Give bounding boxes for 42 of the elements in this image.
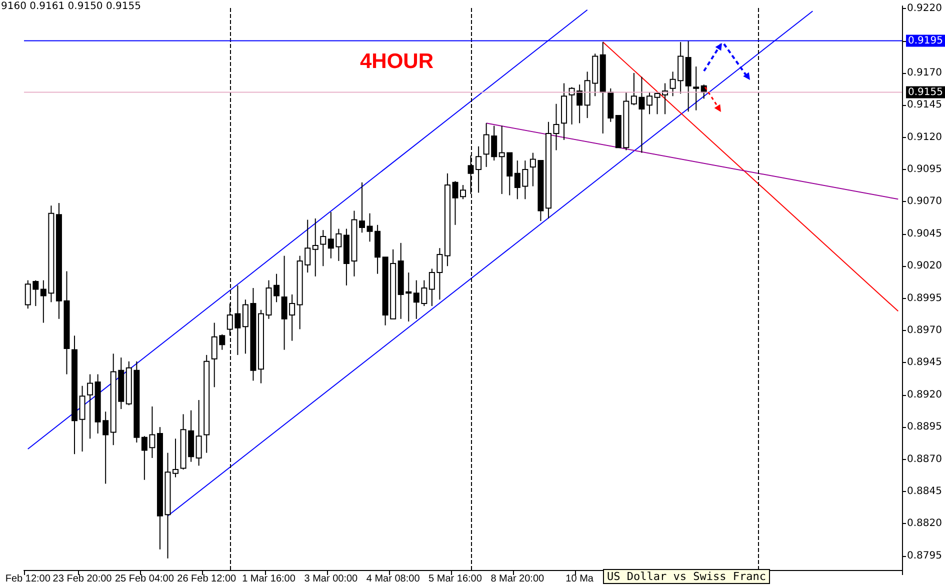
y-tick-label: 0.8845 bbox=[907, 486, 942, 497]
candlestick bbox=[87, 374, 94, 440]
candlestick bbox=[693, 66, 700, 111]
text: 4HOUR bbox=[360, 50, 434, 73]
y-tick-label: 0.8970 bbox=[907, 324, 942, 336]
x-tick-label: 4 Mar 08:00 bbox=[366, 574, 420, 584]
candlestick bbox=[358, 182, 365, 234]
candlestick bbox=[196, 400, 202, 466]
annotation: US Dollar vs Swiss Franc bbox=[603, 569, 770, 584]
y-tick-label: 0.8895 bbox=[907, 422, 942, 433]
candlestick bbox=[320, 230, 326, 267]
candlestick bbox=[460, 184, 466, 200]
candlestick bbox=[79, 385, 86, 452]
y-tick-label: 0.9170 bbox=[907, 67, 942, 78]
x-tick-label: 23 Feb 20:00 bbox=[52, 574, 112, 584]
x-tick-label: 10 Ma bbox=[566, 574, 594, 584]
y-tick-label: 0.9045 bbox=[907, 228, 942, 240]
y-tick-label: 0.8995 bbox=[907, 292, 942, 304]
candlestick bbox=[312, 218, 318, 277]
ref-line-label: 0.9195 bbox=[908, 35, 944, 46]
x-tick-label: 26 Feb 12:00 bbox=[177, 574, 236, 584]
y-tick-label: 0.9095 bbox=[907, 164, 942, 176]
x-tick-label: 1 Mar 16:00 bbox=[242, 574, 296, 584]
y-tick-label: 0.8820 bbox=[907, 518, 942, 530]
y-tick-label: 0.8870 bbox=[907, 454, 942, 465]
ref-line-label: 0.9155 bbox=[908, 86, 944, 98]
candlestick bbox=[646, 92, 652, 115]
y-tick-label: 0.8945 bbox=[907, 357, 942, 368]
x-tick-label: 5 Mar 16:00 bbox=[428, 574, 482, 584]
y-tick-label: 0.9220 bbox=[907, 3, 942, 14]
y-tick-label: 0.9145 bbox=[907, 100, 942, 111]
y-tick-label: 0.8795 bbox=[907, 550, 942, 562]
y-tick-label: 0.8920 bbox=[907, 389, 942, 400]
x-tick-label: 3 Mar 00:00 bbox=[304, 574, 358, 584]
candlestick bbox=[172, 438, 179, 478]
x-tick-label: 25 Feb 04:00 bbox=[114, 574, 174, 584]
x-tick-label: Feb 12:00 bbox=[5, 574, 51, 584]
annotation: 9160 0.9161 0.9150 0.9155 bbox=[1, 1, 141, 12]
x-tick-label: 8 Mar 20:00 bbox=[490, 574, 545, 584]
y-tick-label: 0.9120 bbox=[907, 132, 942, 143]
y-tick-label: 0.9020 bbox=[907, 260, 942, 272]
y-tick-label: 0.9070 bbox=[907, 196, 942, 208]
